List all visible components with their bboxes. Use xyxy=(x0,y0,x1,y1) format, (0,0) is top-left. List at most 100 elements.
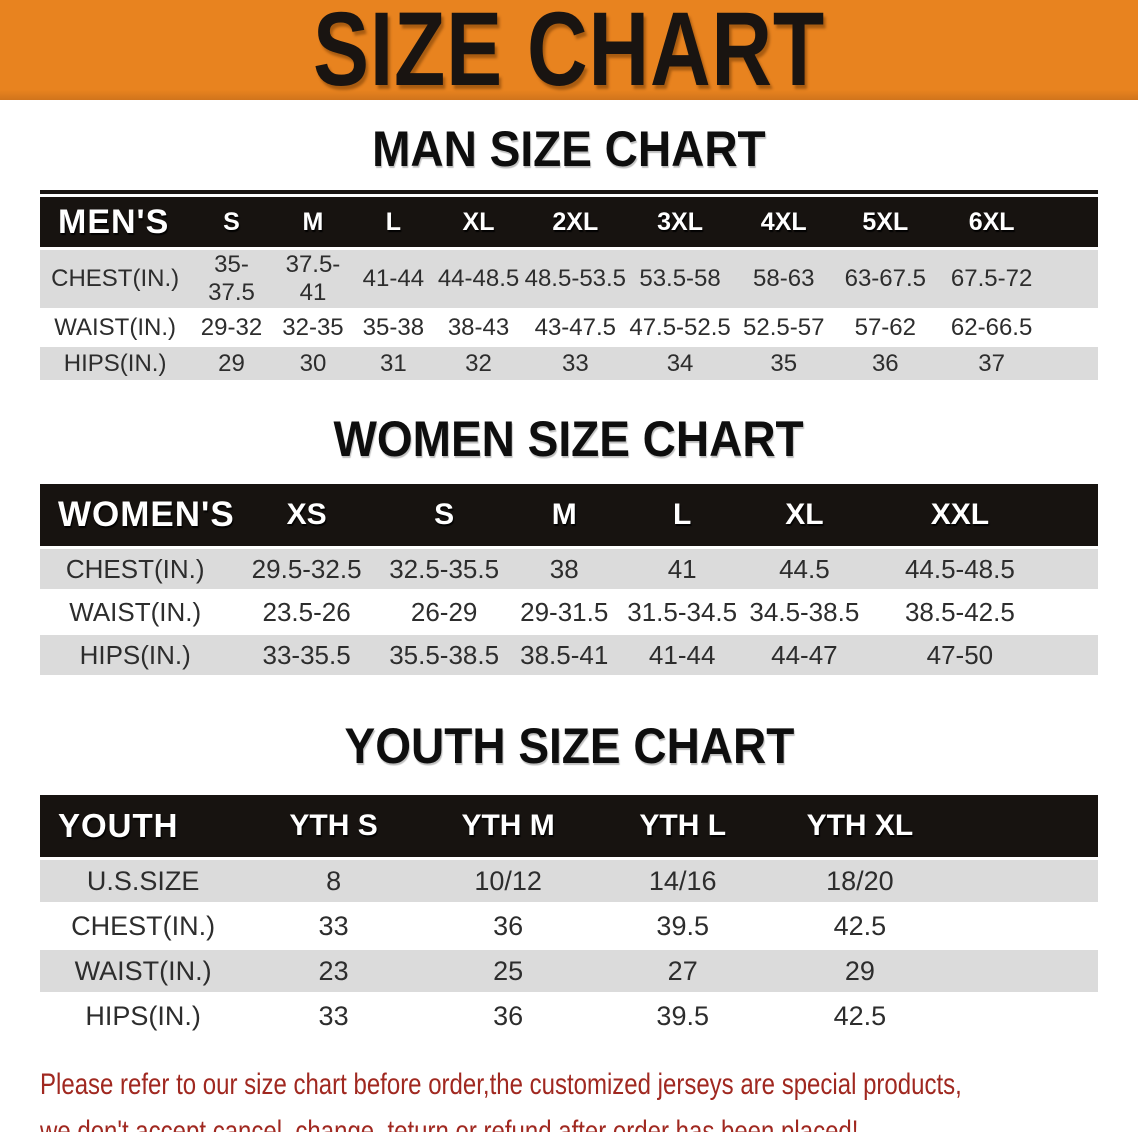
men-chest-row: CHEST(IN.) 35-37.5 37.5-41 41-44 44-48.5… xyxy=(40,247,1098,308)
men-column-header-xl: XL xyxy=(433,197,524,247)
banner: SIZE CHART xyxy=(0,0,1138,100)
men-size-table: MEN'S S M L XL 2XL 3XL 4XL 5XL 6XL xyxy=(40,197,1098,380)
size-value-cell: 37 xyxy=(936,344,1048,380)
men-hips-row: HIPS(IN.) 29 30 31 32 33 34 35 36 37 xyxy=(40,344,1098,380)
size-value-cell: 29.5-32.5 xyxy=(230,546,383,589)
row-label: HIPS(IN.) xyxy=(40,632,231,675)
men-column-header-3xl: 3XL xyxy=(627,197,733,247)
spacer-cell xyxy=(1052,632,1098,675)
size-value-cell: 34.5-38.5 xyxy=(741,589,868,632)
size-value-cell: 33-35.5 xyxy=(230,632,383,675)
youth-column-header-m: YTH M xyxy=(420,795,596,857)
spacer-cell xyxy=(1052,484,1098,546)
men-corner-label: MEN'S xyxy=(40,197,191,247)
women-size-table: WOMEN'S XS S M L XL XXL CHEST(IN.) 29.5-… xyxy=(40,484,1098,675)
size-value-cell: 44.5-48.5 xyxy=(867,546,1053,589)
size-value-cell: 57-62 xyxy=(834,308,937,344)
size-value-cell: 39.5 xyxy=(595,992,770,1037)
youth-corner-label: YOUTH xyxy=(40,795,247,857)
men-section-heading: MAN SIZE CHART xyxy=(0,100,1138,190)
size-value-cell: 29 xyxy=(769,947,950,992)
women-corner-label: WOMEN'S xyxy=(40,484,234,546)
youth-heading-text: YOUTH SIZE CHART xyxy=(344,718,794,774)
size-value-cell: 47.5-52.5 xyxy=(627,308,733,344)
spacer-cell xyxy=(949,992,1098,1037)
men-table-wrap: MEN'S S M L XL 2XL 3XL 4XL 5XL 6XL xyxy=(40,190,1098,380)
size-value-cell: 8 xyxy=(246,857,421,902)
men-column-header-6xl: 6XL xyxy=(936,197,1048,247)
size-value-cell: 52.5-57 xyxy=(732,308,835,344)
spacer-cell xyxy=(1047,308,1098,344)
size-value-cell: 31 xyxy=(353,344,434,380)
women-column-header-xxl: XXL xyxy=(867,484,1053,546)
size-value-cell: 32.5-35.5 xyxy=(382,546,506,589)
size-value-cell: 42.5 xyxy=(769,992,950,1037)
size-value-cell: 63-67.5 xyxy=(834,247,937,308)
size-value-cell: 48.5-53.5 xyxy=(523,247,628,308)
size-value-cell: 38-43 xyxy=(433,308,524,344)
men-heading-text: MAN SIZE CHART xyxy=(372,121,766,177)
row-label: U.S.SIZE xyxy=(40,857,247,902)
size-value-cell: 30 xyxy=(272,344,354,380)
size-value-cell: 37.5-41 xyxy=(272,247,354,308)
women-table-wrap: WOMEN'S XS S M L XL XXL CHEST(IN.) 29.5-… xyxy=(40,484,1098,675)
size-value-cell: 25 xyxy=(420,947,596,992)
youth-hips-row: HIPS(IN.) 33 36 39.5 42.5 xyxy=(40,992,1098,1037)
size-value-cell: 41-44 xyxy=(353,247,434,308)
size-value-cell: 38.5-41 xyxy=(505,632,623,675)
size-value-cell: 44.5 xyxy=(741,546,868,589)
size-value-cell: 36 xyxy=(420,902,596,947)
size-value-cell: 34 xyxy=(627,344,733,380)
size-value-cell: 58-63 xyxy=(732,247,835,308)
women-column-header-xs: XS xyxy=(230,484,383,546)
size-value-cell: 43-47.5 xyxy=(523,308,628,344)
women-waist-row: WAIST(IN.) 23.5-26 26-29 29-31.5 31.5-34… xyxy=(40,589,1098,632)
disclaimer-line-1: Please refer to our size chart before or… xyxy=(40,1068,962,1101)
women-heading-text: WOMEN SIZE CHART xyxy=(333,411,805,467)
size-value-cell: 10/12 xyxy=(420,857,596,902)
size-value-cell: 33 xyxy=(246,902,421,947)
size-value-cell: 32 xyxy=(433,344,524,380)
row-label: CHEST(IN.) xyxy=(40,546,231,589)
size-value-cell: 35-38 xyxy=(353,308,434,344)
youth-table-wrap: YOUTH YTH S YTH M YTH L YTH XL U.S.SIZE … xyxy=(40,795,1098,1037)
size-value-cell: 35.5-38.5 xyxy=(382,632,506,675)
youth-header-row: YOUTH YTH S YTH M YTH L YTH XL xyxy=(40,795,1098,857)
size-value-cell: 44-48.5 xyxy=(433,247,524,308)
row-label: WAIST(IN.) xyxy=(40,947,247,992)
banner-title: SIZE CHART xyxy=(313,0,825,100)
spacer-cell xyxy=(1052,546,1098,589)
row-label: HIPS(IN.) xyxy=(40,344,191,380)
disclaimer-line-2: we don't accept cancel, change, teturn o… xyxy=(40,1115,859,1132)
women-section-heading: WOMEN SIZE CHART xyxy=(0,380,1138,484)
men-column-header-5xl: 5XL xyxy=(834,197,937,247)
size-value-cell: 35-37.5 xyxy=(190,247,273,308)
women-column-header-m: M xyxy=(505,484,623,546)
size-value-cell: 33 xyxy=(246,992,421,1037)
row-label: HIPS(IN.) xyxy=(40,992,247,1037)
youth-waist-row: WAIST(IN.) 23 25 27 29 xyxy=(40,947,1098,992)
size-value-cell: 14/16 xyxy=(595,857,770,902)
youth-section-heading: YOUTH SIZE CHART xyxy=(0,675,1138,795)
youth-column-header-s: YTH S xyxy=(246,795,421,857)
size-value-cell: 67.5-72 xyxy=(936,247,1048,308)
spacer-cell xyxy=(949,947,1098,992)
size-value-cell: 47-50 xyxy=(867,632,1053,675)
spacer-cell xyxy=(1047,344,1098,380)
size-value-cell: 38.5-42.5 xyxy=(867,589,1053,632)
size-value-cell: 36 xyxy=(420,992,596,1037)
size-value-cell: 38 xyxy=(505,546,623,589)
size-value-cell: 41 xyxy=(622,546,742,589)
row-label: CHEST(IN.) xyxy=(40,902,247,947)
size-value-cell: 32-35 xyxy=(272,308,354,344)
men-column-header-2xl: 2XL xyxy=(523,197,628,247)
men-section: MAN SIZE CHART MEN'S S M L XL 2XL xyxy=(0,100,1138,380)
disclaimer-note: Please refer to our size chart before or… xyxy=(40,1061,1098,1132)
youth-column-header-xl: YTH XL xyxy=(769,795,950,857)
size-value-cell: 44-47 xyxy=(741,632,868,675)
men-column-header-m: M xyxy=(272,197,354,247)
spacer-cell xyxy=(1052,589,1098,632)
size-value-cell: 18/20 xyxy=(769,857,950,902)
women-header-row: WOMEN'S XS S M L XL XXL xyxy=(40,484,1098,546)
